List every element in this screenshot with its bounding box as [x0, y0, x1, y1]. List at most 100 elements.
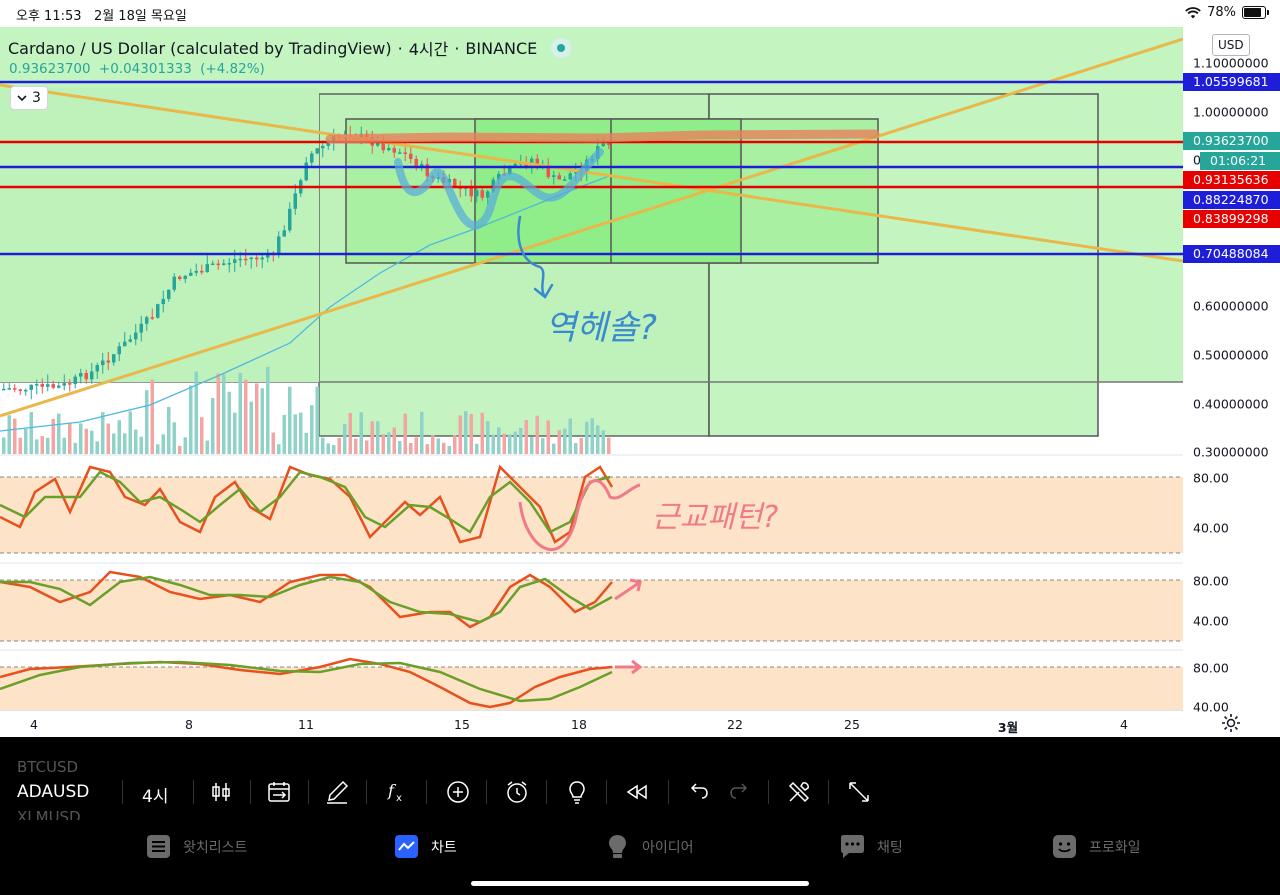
- candle-body: [563, 179, 567, 181]
- volume-bar: [106, 423, 110, 454]
- volume-bar: [420, 411, 424, 454]
- tab-profile[interactable]: 프로화일: [1052, 834, 1141, 859]
- volume-bar: [370, 421, 374, 454]
- candle-body: [409, 153, 413, 159]
- volume-bar: [343, 424, 347, 454]
- time-label: 22: [727, 717, 743, 732]
- volume-bar: [51, 418, 55, 454]
- osc-tick: 40.00: [1193, 520, 1229, 536]
- ideas-icon[interactable]: [563, 778, 591, 806]
- tab-ideas[interactable]: 아이디어: [605, 834, 694, 859]
- candle-body: [607, 143, 611, 145]
- price-label: 0.83899298: [1183, 210, 1280, 228]
- prev-symbol[interactable]: BTCUSD: [17, 758, 79, 776]
- candle-body: [40, 384, 44, 387]
- candle-body: [277, 236, 281, 255]
- price-scale[interactable]: 1.10000000 1.05599681 1.00000000 0.93623…: [1183, 27, 1280, 715]
- volume-bar: [447, 445, 451, 454]
- volume-bar: [530, 437, 534, 454]
- candle-body: [106, 360, 110, 363]
- volume-bar: [497, 427, 501, 454]
- chart-legend-title[interactable]: Cardano / US Dollar (calculated by Tradi…: [8, 36, 572, 60]
- volume-bar: [315, 386, 319, 454]
- volume-bar: [293, 414, 297, 454]
- volume-bar: [425, 444, 429, 454]
- candle-body: [7, 388, 11, 390]
- volume-bar: [189, 385, 193, 454]
- battery-percent: 78%: [1207, 5, 1236, 20]
- volume-bar: [46, 437, 50, 454]
- candle-body: [183, 275, 187, 280]
- candle-body: [403, 152, 407, 154]
- volume-bar: [376, 421, 380, 454]
- tab-chart[interactable]: 차트: [394, 834, 457, 859]
- volume-bar: [574, 443, 578, 454]
- volume-bar: [354, 438, 358, 454]
- candle-body: [216, 263, 220, 266]
- interval-selector[interactable]: 4시: [142, 787, 169, 807]
- stoch-3-d: [0, 660, 613, 703]
- volume-bar: [178, 445, 182, 454]
- candle-body: [2, 388, 6, 391]
- chevron-down-icon: [17, 94, 27, 101]
- legend-last-price: 0.93623700: [9, 61, 91, 77]
- volume-bar: [431, 435, 435, 454]
- tab-watchlist[interactable]: 왓치리스트: [146, 834, 247, 859]
- trendline-ascending: [0, 37, 1183, 418]
- candles-icon[interactable]: [207, 778, 235, 806]
- price-label: 0.93135636: [1183, 171, 1280, 189]
- candle-body: [200, 270, 204, 273]
- symbol-selector[interactable]: ADAUSD: [17, 782, 90, 802]
- chart-area[interactable]: 역헤숄? 근교패턴? Cardano / US Dollar (calculat…: [0, 27, 1280, 737]
- candle-body: [315, 148, 319, 154]
- compare-icon[interactable]: [265, 778, 293, 806]
- chart-canvas[interactable]: 역헤숄? 근교패턴?: [0, 27, 1183, 710]
- volume-bar: [84, 428, 88, 454]
- volume-bar: [607, 437, 611, 454]
- candle-body: [282, 230, 286, 237]
- candle-body: [57, 385, 61, 388]
- currency-badge[interactable]: USD: [1212, 34, 1250, 56]
- alert-icon[interactable]: [503, 778, 531, 806]
- undo-icon[interactable]: [685, 778, 713, 806]
- volume-bar: [90, 430, 94, 454]
- volume-bar: [326, 443, 330, 454]
- candle-body: [167, 289, 171, 299]
- fullscreen-icon[interactable]: [845, 778, 873, 806]
- zone-box-2: [708, 93, 1099, 437]
- volume-bar: [161, 434, 165, 454]
- candle-body: [101, 360, 105, 366]
- redo-icon[interactable]: [725, 778, 753, 806]
- volume-bar: [519, 427, 523, 454]
- volume-bar: [233, 412, 237, 454]
- add-icon[interactable]: [444, 778, 472, 806]
- volume-bar: [150, 379, 154, 454]
- time-label: 4: [1120, 717, 1128, 732]
- oscillator-1-bg: [0, 477, 1183, 553]
- candle-body: [123, 341, 127, 347]
- annotation-oscillator: 근교패턴?: [652, 500, 778, 535]
- volume-bar: [29, 412, 33, 454]
- volume-bar: [436, 438, 440, 454]
- volume-bar: [134, 429, 138, 454]
- volume-bar: [183, 437, 187, 454]
- candle-body: [24, 389, 28, 392]
- volume-bar: [260, 388, 264, 454]
- brush-arrow: [517, 215, 554, 299]
- time-axis[interactable]: 4 8 11 15 18 22 25 3월 4: [0, 710, 1183, 737]
- countdown-label: 01:06:21: [1200, 152, 1280, 170]
- gear-icon[interactable]: [1220, 712, 1242, 734]
- tools-icon[interactable]: [785, 778, 813, 806]
- replay-icon[interactable]: [623, 778, 651, 806]
- candle-body: [145, 317, 149, 324]
- volume-bar: [392, 427, 396, 454]
- volume-bar: [348, 412, 352, 454]
- volume-bar: [546, 420, 550, 454]
- home-indicator[interactable]: [471, 881, 809, 886]
- brush-icon[interactable]: [323, 778, 351, 806]
- tab-chat[interactable]: 채팅: [840, 834, 903, 859]
- indicators-collapse-button[interactable]: 3: [10, 86, 48, 110]
- candle-body: [304, 162, 308, 181]
- time-label: 4: [30, 717, 38, 732]
